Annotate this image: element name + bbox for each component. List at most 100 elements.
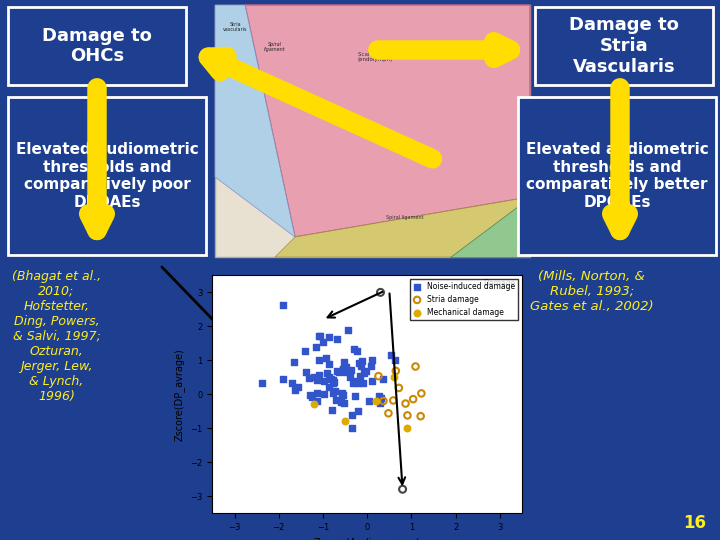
Polygon shape <box>215 5 295 237</box>
Noise-induced damage <box>373 392 384 401</box>
Mechanical damage <box>370 397 382 406</box>
Noise-induced damage <box>336 388 348 397</box>
Noise-induced damage <box>289 385 300 394</box>
Noise-induced damage <box>277 374 289 383</box>
Point <box>397 485 408 494</box>
Text: Damage to
Stria
Vascularis: Damage to Stria Vascularis <box>569 16 679 76</box>
Stria damage <box>400 399 411 408</box>
Noise-induced damage <box>352 379 364 388</box>
Noise-induced damage <box>328 377 339 386</box>
Noise-induced damage <box>308 372 320 381</box>
Noise-induced damage <box>357 379 369 387</box>
Noise-induced damage <box>328 379 339 388</box>
Noise-induced damage <box>347 424 359 433</box>
Noise-induced damage <box>377 375 389 384</box>
Stria damage <box>402 411 413 420</box>
Noise-induced damage <box>374 399 386 408</box>
Noise-induced damage <box>311 389 323 397</box>
Point <box>374 288 386 296</box>
Noise-induced damage <box>333 368 345 376</box>
X-axis label: Zscore(Audio_avrage): Zscore(Audio_avrage) <box>314 537 420 540</box>
Noise-induced damage <box>277 301 289 309</box>
Noise-induced damage <box>329 387 341 396</box>
Noise-induced damage <box>338 399 350 407</box>
Noise-induced damage <box>336 398 347 407</box>
Noise-induced damage <box>341 362 352 371</box>
Stria damage <box>387 396 399 405</box>
Noise-induced damage <box>326 406 338 414</box>
Noise-induced damage <box>351 347 362 355</box>
Text: (Bhagat et al.,
2010;
Hofstetter,
Ding, Powers,
& Salvi, 1997;
Ozturan,
Jerger, : (Bhagat et al., 2010; Hofstetter, Ding, … <box>12 270 101 403</box>
Noise-induced damage <box>349 392 361 401</box>
Stria damage <box>390 367 402 375</box>
Noise-induced damage <box>366 377 377 386</box>
Noise-induced damage <box>338 364 349 373</box>
Noise-induced damage <box>366 356 378 364</box>
Noise-induced damage <box>313 332 325 340</box>
Polygon shape <box>450 197 530 257</box>
Polygon shape <box>275 197 530 257</box>
Noise-induced damage <box>323 373 335 381</box>
Noise-induced damage <box>330 335 342 343</box>
Noise-induced damage <box>323 360 335 368</box>
Noise-induced damage <box>347 379 359 388</box>
Noise-induced damage <box>336 390 348 399</box>
Noise-induced damage <box>321 368 333 377</box>
Noise-induced damage <box>303 374 315 382</box>
Noise-induced damage <box>340 367 351 376</box>
Stria damage <box>393 383 405 392</box>
Noise-induced damage <box>346 366 357 374</box>
Noise-induced damage <box>256 379 268 387</box>
FancyBboxPatch shape <box>8 7 186 85</box>
Noise-induced damage <box>330 396 342 404</box>
Noise-induced damage <box>346 411 358 420</box>
Text: Stria
vascularis: Stria vascularis <box>222 22 247 32</box>
Noise-induced damage <box>358 368 369 377</box>
Mechanical damage <box>308 400 320 409</box>
Y-axis label: Zscore(DP_avrage): Zscore(DP_avrage) <box>174 348 185 441</box>
Noise-induced damage <box>338 364 349 373</box>
Text: 16: 16 <box>683 514 706 532</box>
Stria damage <box>378 397 390 406</box>
Noise-induced damage <box>331 367 343 375</box>
Text: Elevated audiometric
thresholds and
comparatively poor
DPOAEs: Elevated audiometric thresholds and comp… <box>16 143 199 210</box>
Stria damage <box>415 412 426 421</box>
Noise-induced damage <box>313 355 325 364</box>
Legend: Noise-induced damage, Stria damage, Mechanical damage: Noise-induced damage, Stria damage, Mech… <box>410 279 518 320</box>
Noise-induced damage <box>289 357 300 366</box>
Noise-induced damage <box>327 389 338 397</box>
Noise-induced damage <box>315 332 326 341</box>
Stria damage <box>415 389 427 398</box>
Noise-induced damage <box>304 391 315 400</box>
Noise-induced damage <box>348 345 360 354</box>
Noise-induced damage <box>300 346 311 355</box>
Text: (Mills, Norton, &
Rubel, 1993;
Gates et al., 2002): (Mills, Norton, & Rubel, 1993; Gates et … <box>530 270 654 313</box>
Stria damage <box>408 395 419 403</box>
Bar <box>215 5 530 257</box>
Noise-induced damage <box>338 357 349 366</box>
Noise-induced damage <box>343 326 354 334</box>
Noise-induced damage <box>352 407 364 415</box>
Text: Damage: Damage <box>484 279 516 288</box>
Text: Spiral
ligament: Spiral ligament <box>264 42 286 52</box>
Text: Elevated audiometric
thresholds and
comparatively better
DPOAEs: Elevated audiometric thresholds and comp… <box>526 143 708 210</box>
Noise-induced damage <box>325 375 337 383</box>
Noise-induced damage <box>310 343 322 352</box>
Noise-induced damage <box>292 383 304 391</box>
Stria damage <box>373 372 384 381</box>
Noise-induced damage <box>365 361 377 370</box>
Mechanical damage <box>339 417 351 426</box>
Noise-induced damage <box>356 362 367 370</box>
Stria damage <box>410 362 421 371</box>
Noise-induced damage <box>320 354 332 362</box>
Noise-induced damage <box>376 394 387 402</box>
Noise-induced damage <box>354 372 366 381</box>
Mechanical damage <box>401 424 413 433</box>
Noise-induced damage <box>306 392 318 401</box>
Noise-induced damage <box>360 367 372 376</box>
Noise-induced damage <box>345 372 356 381</box>
Noise-induced damage <box>312 375 323 384</box>
Noise-induced damage <box>323 382 335 391</box>
Text: Scala media
(endolymph): Scala media (endolymph) <box>357 52 392 63</box>
Noise-induced damage <box>300 368 312 376</box>
